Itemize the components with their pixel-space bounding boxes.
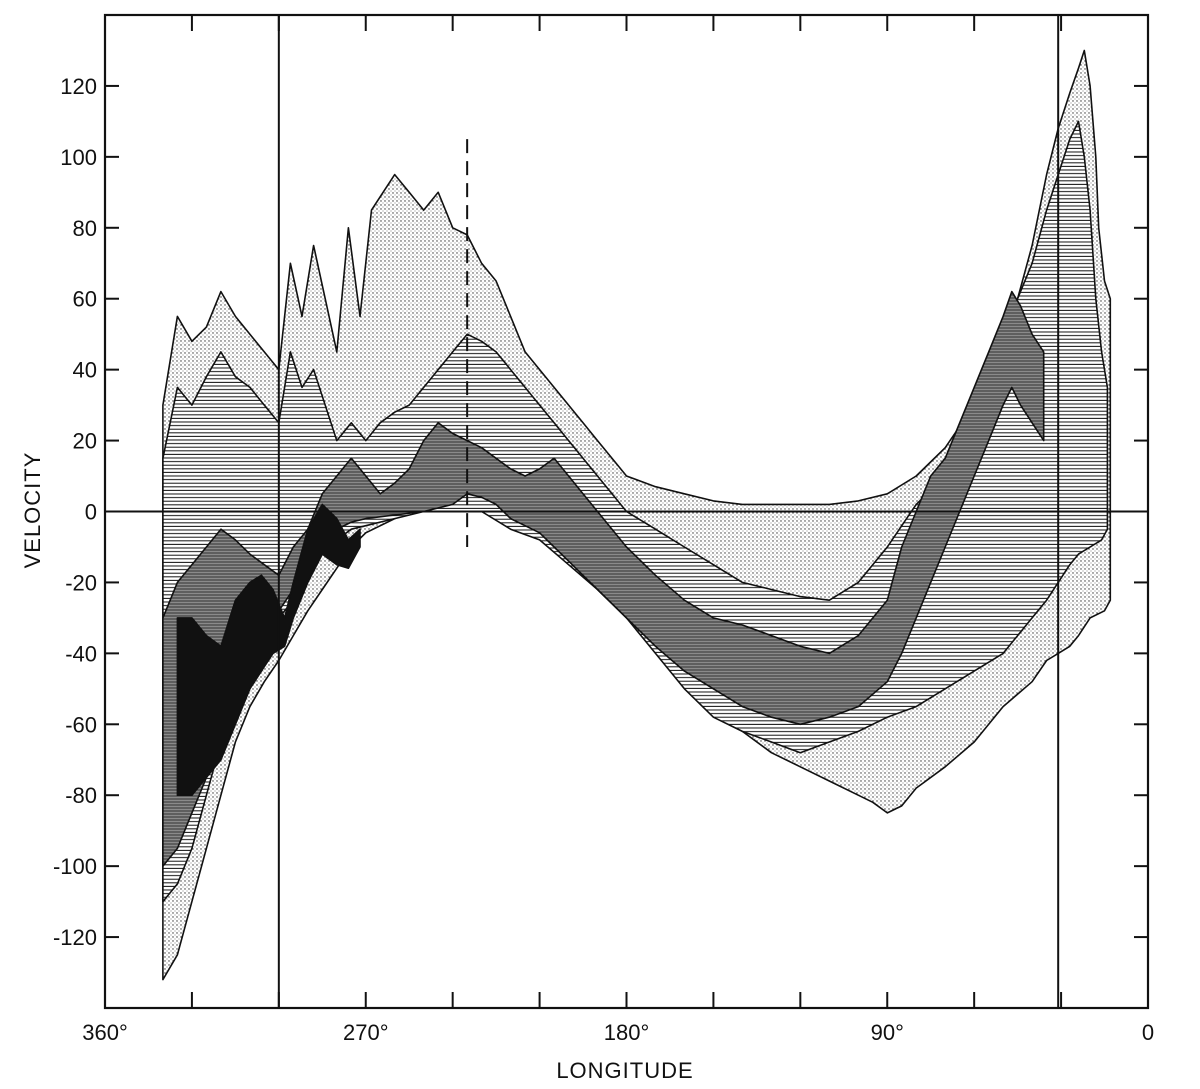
x-tick-label: 270° <box>343 1020 389 1045</box>
y-tick-label: 60 <box>73 287 97 312</box>
x-tick-label: 360° <box>82 1020 128 1045</box>
x-tick-label: 180° <box>604 1020 650 1045</box>
emission-regions <box>162 49 1112 981</box>
y-tick-label: -120 <box>53 925 97 950</box>
y-tick-label: 0 <box>85 500 97 525</box>
region-high <box>162 290 1045 867</box>
y-tick-label: -20 <box>65 570 97 595</box>
y-tick-label: 100 <box>60 145 97 170</box>
y-tick-label: -40 <box>65 641 97 666</box>
reference-lines <box>105 15 1148 1008</box>
y-tick-label: 40 <box>73 358 97 383</box>
y-tick-label: 20 <box>73 429 97 454</box>
x-tick-label: 90° <box>871 1020 904 1045</box>
y-tick-label: -100 <box>53 854 97 879</box>
region-peak <box>176 503 361 797</box>
y-tick-label: 80 <box>73 216 97 241</box>
y-tick-label: -60 <box>65 712 97 737</box>
x-tick-label: 0 <box>1142 1020 1154 1045</box>
x-axis-title: LONGITUDE <box>556 1058 693 1083</box>
y-tick-label: 120 <box>60 74 97 99</box>
ticks: 360° 270° 180° 90° 0 120 100 80 60 40 20 0 -20 -40 -60… <box>53 15 1154 1045</box>
y-axis-title: VELOCITY <box>20 452 45 569</box>
y-tick-label: -80 <box>65 783 97 808</box>
